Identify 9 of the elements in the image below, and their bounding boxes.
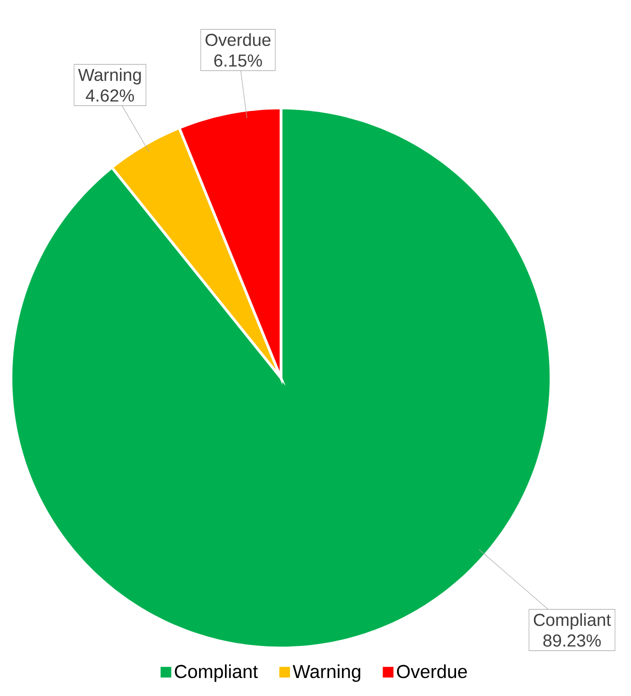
legend-label: Compliant bbox=[174, 664, 258, 682]
legend-label: Overdue bbox=[397, 664, 467, 678]
slice-label: Compliant bbox=[534, 613, 611, 630]
legend-label: Warning bbox=[292, 664, 360, 682]
data-label: 89.23% bbox=[543, 634, 601, 647]
slice-label: Warning bbox=[78, 68, 141, 84]
data-label: 4.62% bbox=[86, 89, 134, 102]
slice-label: Overdue bbox=[206, 33, 270, 46]
data-label: 6.15% bbox=[214, 54, 262, 67]
